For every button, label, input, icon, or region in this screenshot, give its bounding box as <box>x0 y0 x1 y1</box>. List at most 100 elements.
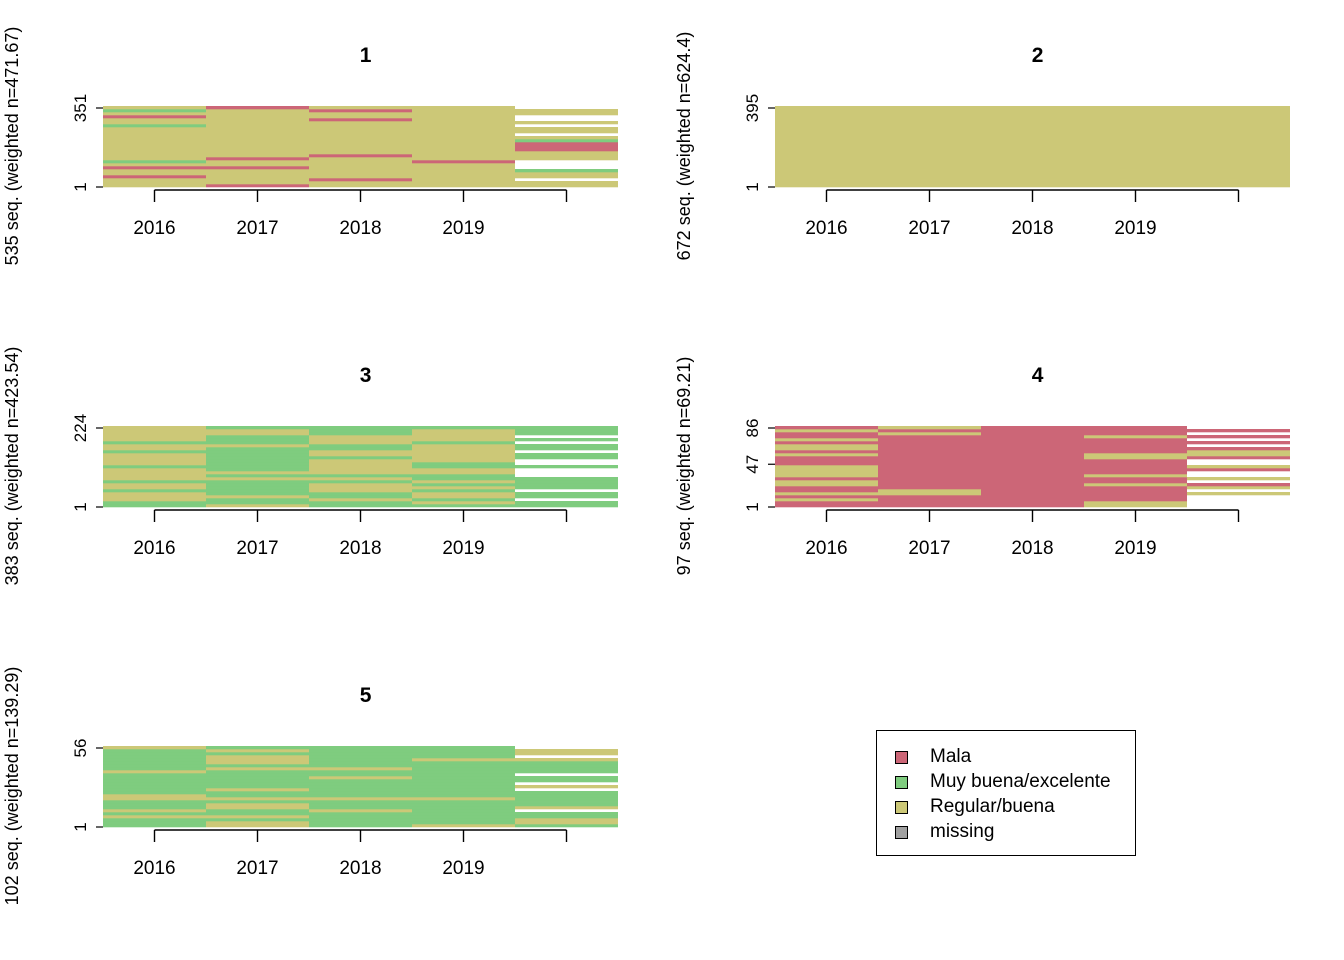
sequence-cell <box>412 163 515 167</box>
sequence-cell <box>775 172 878 176</box>
sequence-cell <box>775 447 878 451</box>
sequence-cell <box>775 160 878 164</box>
sequence-cell <box>515 815 618 819</box>
sequence-cell <box>206 178 309 182</box>
sequence-cell <box>775 175 878 179</box>
column-2017 <box>206 106 309 188</box>
legend-swatch-regular <box>895 800 908 814</box>
sequence-cell <box>515 785 618 789</box>
sequence-cell <box>412 456 515 460</box>
sequence-cell <box>103 462 206 466</box>
sequence-cell <box>103 492 206 496</box>
sequence-cell <box>206 474 309 478</box>
sequence-cell <box>412 465 515 469</box>
sequence-cell <box>775 480 878 484</box>
sequence-cell <box>981 181 1084 185</box>
sequence-cell <box>515 447 618 451</box>
sequence-cell <box>309 480 412 484</box>
sequence-cell <box>412 489 515 493</box>
sequence-cell <box>412 429 515 433</box>
sequence-cell <box>515 501 618 505</box>
sequence-cell <box>206 773 309 777</box>
sequence-cell <box>1187 447 1290 451</box>
sequence-cell <box>1084 142 1187 146</box>
sequence-cell <box>103 456 206 460</box>
sequence-cell <box>412 435 515 439</box>
sequence-cell <box>309 444 412 448</box>
sequence-cell <box>412 806 515 810</box>
sequence-cell <box>878 426 981 430</box>
sequence-cell <box>1084 163 1187 167</box>
sequence-cell <box>309 148 412 152</box>
sequence-cell <box>775 112 878 116</box>
sequence-cell <box>412 776 515 780</box>
sequence-cell <box>1187 456 1290 460</box>
sequence-cell <box>1084 468 1187 472</box>
sequence-cell <box>981 154 1084 158</box>
sequence-cell <box>1187 178 1290 182</box>
y-tick-label: 351 <box>71 94 90 122</box>
sequence-cell <box>206 779 309 783</box>
sequence-cell <box>103 471 206 475</box>
sequence-cell <box>1187 435 1290 439</box>
sequence-cell <box>1187 118 1290 122</box>
sequence-cell <box>1084 501 1187 505</box>
sequence-cell <box>515 127 618 131</box>
sequence-cell <box>412 492 515 496</box>
sequence-cell <box>878 450 981 454</box>
sequence-cell <box>103 824 206 828</box>
sequence-cell <box>206 112 309 116</box>
sequence-cell <box>775 127 878 131</box>
sequence-cell <box>309 486 412 490</box>
sequence-cell <box>775 450 878 454</box>
sequence-cell <box>309 438 412 442</box>
sequence-cell <box>878 489 981 493</box>
sequence-cell <box>981 112 1084 116</box>
sequence-cell <box>775 459 878 463</box>
sequence-cell <box>878 435 981 439</box>
sequence-cell <box>309 456 412 460</box>
sequence-cell <box>412 788 515 792</box>
sequence-cell <box>309 492 412 496</box>
sequence-cell <box>206 749 309 753</box>
y-tick-label: 1 <box>71 182 90 191</box>
sequence-cell <box>206 181 309 185</box>
sequence-cell <box>981 504 1084 508</box>
sequence-cell <box>878 142 981 146</box>
column-2020 <box>515 426 618 508</box>
sequence-cell <box>775 109 878 113</box>
x-tick-label: 2017 <box>236 858 278 879</box>
sequence-cell <box>206 480 309 484</box>
sequence-cell <box>775 486 878 490</box>
panel-3: 3 383 seq. (weighted n=423.54) 1 224 2016 201… <box>2 347 618 585</box>
sequence-cell <box>878 468 981 472</box>
sequence-cell <box>775 489 878 493</box>
sequence-cell <box>515 752 618 756</box>
sequence-cell <box>1187 465 1290 469</box>
sequence-cell <box>878 160 981 164</box>
sequence-cell <box>412 773 515 777</box>
sequence-cell <box>515 480 618 484</box>
sequence-cell <box>981 456 1084 460</box>
sequence-cell <box>1187 184 1290 188</box>
sequence-cell <box>309 178 412 182</box>
sequence-cell <box>1187 139 1290 143</box>
sequence-cell <box>412 812 515 816</box>
sequence-cell <box>206 172 309 176</box>
sequence-cell <box>309 133 412 137</box>
sequence-cell <box>981 462 1084 466</box>
sequence-cell <box>103 154 206 158</box>
sequence-cell <box>1084 495 1187 499</box>
sequence-cell <box>1084 175 1187 179</box>
sequence-cell <box>206 444 309 448</box>
sequence-cell <box>206 160 309 164</box>
sequence-cell <box>1084 426 1187 430</box>
sequence-cell <box>206 806 309 810</box>
sequence-cell <box>878 121 981 125</box>
sequence-cell <box>103 136 206 140</box>
sequence-cell <box>515 803 618 807</box>
legend: Mala Muy buena/excelente Regular/buena m… <box>876 730 1136 856</box>
column-2018 <box>309 106 412 188</box>
sequence-cell <box>775 462 878 466</box>
sequence-cell <box>878 501 981 505</box>
